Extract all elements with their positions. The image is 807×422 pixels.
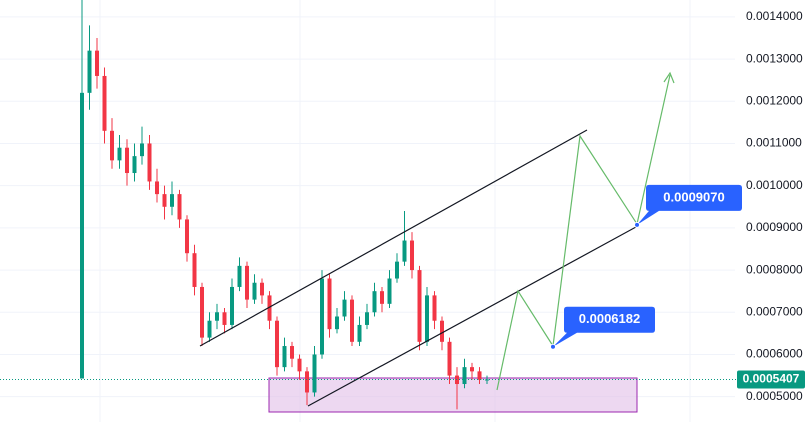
candle-body: [125, 147, 129, 174]
candle-body: [432, 295, 437, 321]
callout-point: [550, 343, 556, 350]
candle-body: [207, 320, 212, 338]
callout-point: [634, 221, 640, 228]
y-tick-label: 0.0006000: [746, 347, 803, 361]
last-price-label: 0.0005407: [743, 372, 800, 386]
support-zone: [268, 377, 638, 413]
candle-body: [162, 194, 167, 207]
candle-body: [290, 346, 294, 359]
candle-body: [245, 265, 249, 300]
candle-body: [440, 320, 444, 342]
candle-body: [477, 371, 482, 380]
callout-box: [553, 306, 655, 347]
candle-body: [470, 367, 474, 372]
candle-body: [222, 312, 227, 325]
candle-body: [395, 261, 399, 279]
candle-body: [215, 312, 219, 321]
candle-body: [110, 130, 114, 161]
candle-body: [342, 299, 347, 317]
vertical-grid: [99, 0, 691, 422]
candle-body: [402, 240, 407, 262]
callout-label: 0.0009070: [663, 189, 724, 204]
grid: [0, 16, 735, 398]
candle-body: [177, 194, 182, 220]
candle-body: [200, 286, 204, 338]
candle-body: [230, 286, 234, 325]
callout-label: 0.0006182: [579, 311, 640, 326]
candle-body: [350, 299, 354, 342]
candle-body: [357, 324, 362, 342]
candle-body: [282, 346, 287, 368]
candle-body: [260, 282, 264, 296]
candle-body: [237, 265, 242, 287]
candle-body: [117, 147, 122, 161]
candle-body: [387, 278, 392, 304]
candle-body: [462, 367, 467, 385]
candle-body: [87, 50, 92, 93]
y-tick-label: 0.0011000: [746, 136, 802, 150]
candle-body: [192, 253, 197, 287]
candle-body: [425, 295, 429, 342]
y-tick-label: 0.0008000: [746, 262, 803, 276]
y-tick-label: 0.0012000: [746, 93, 803, 107]
candle-body: [170, 194, 174, 207]
candle-body: [327, 278, 332, 330]
y-tick-label: 0.0014000: [746, 9, 803, 23]
candle-body: [185, 219, 189, 254]
candle-body: [275, 320, 279, 368]
projection-path: [496, 71, 675, 391]
candle-body: [312, 354, 317, 393]
candle-body: [365, 312, 369, 325]
candle-body: [80, 92, 84, 379]
candle-body: [380, 291, 384, 304]
candle-body: [447, 341, 452, 376]
channel: [199, 129, 637, 407]
candle-body: [305, 371, 309, 393]
candle-body: [267, 295, 272, 321]
candle-body: [140, 143, 144, 157]
candle-body: [335, 316, 339, 330]
overlay: 0.0005407 0.0009070 0.0006182: [0, 184, 805, 389]
callout-box: [637, 184, 742, 225]
y-tick-label: 0.0007000: [746, 304, 803, 318]
candle-body: [155, 181, 159, 195]
last-price-box: [737, 370, 805, 389]
candles: [80, 0, 489, 410]
candle-body: [410, 240, 414, 271]
y-tick-label: 0.0005000: [746, 389, 803, 403]
y-tick-label: 0.0009000: [746, 220, 803, 234]
candle-body: [102, 75, 107, 131]
candle-body: [417, 270, 422, 342]
candle-body: [132, 156, 137, 174]
price-axis: 0.0005000 0.0006000 0.0007000 0.0008000 0.00…: [746, 9, 803, 403]
candle-body: [95, 50, 99, 76]
candle-body: [297, 358, 302, 372]
candle-body: [320, 278, 324, 355]
y-tick-label: 0.0010000: [746, 178, 803, 192]
candle-body: [147, 143, 152, 182]
candle-body: [372, 291, 377, 313]
y-tick-label: 0.0013000: [746, 51, 803, 65]
candle-body: [252, 282, 257, 300]
